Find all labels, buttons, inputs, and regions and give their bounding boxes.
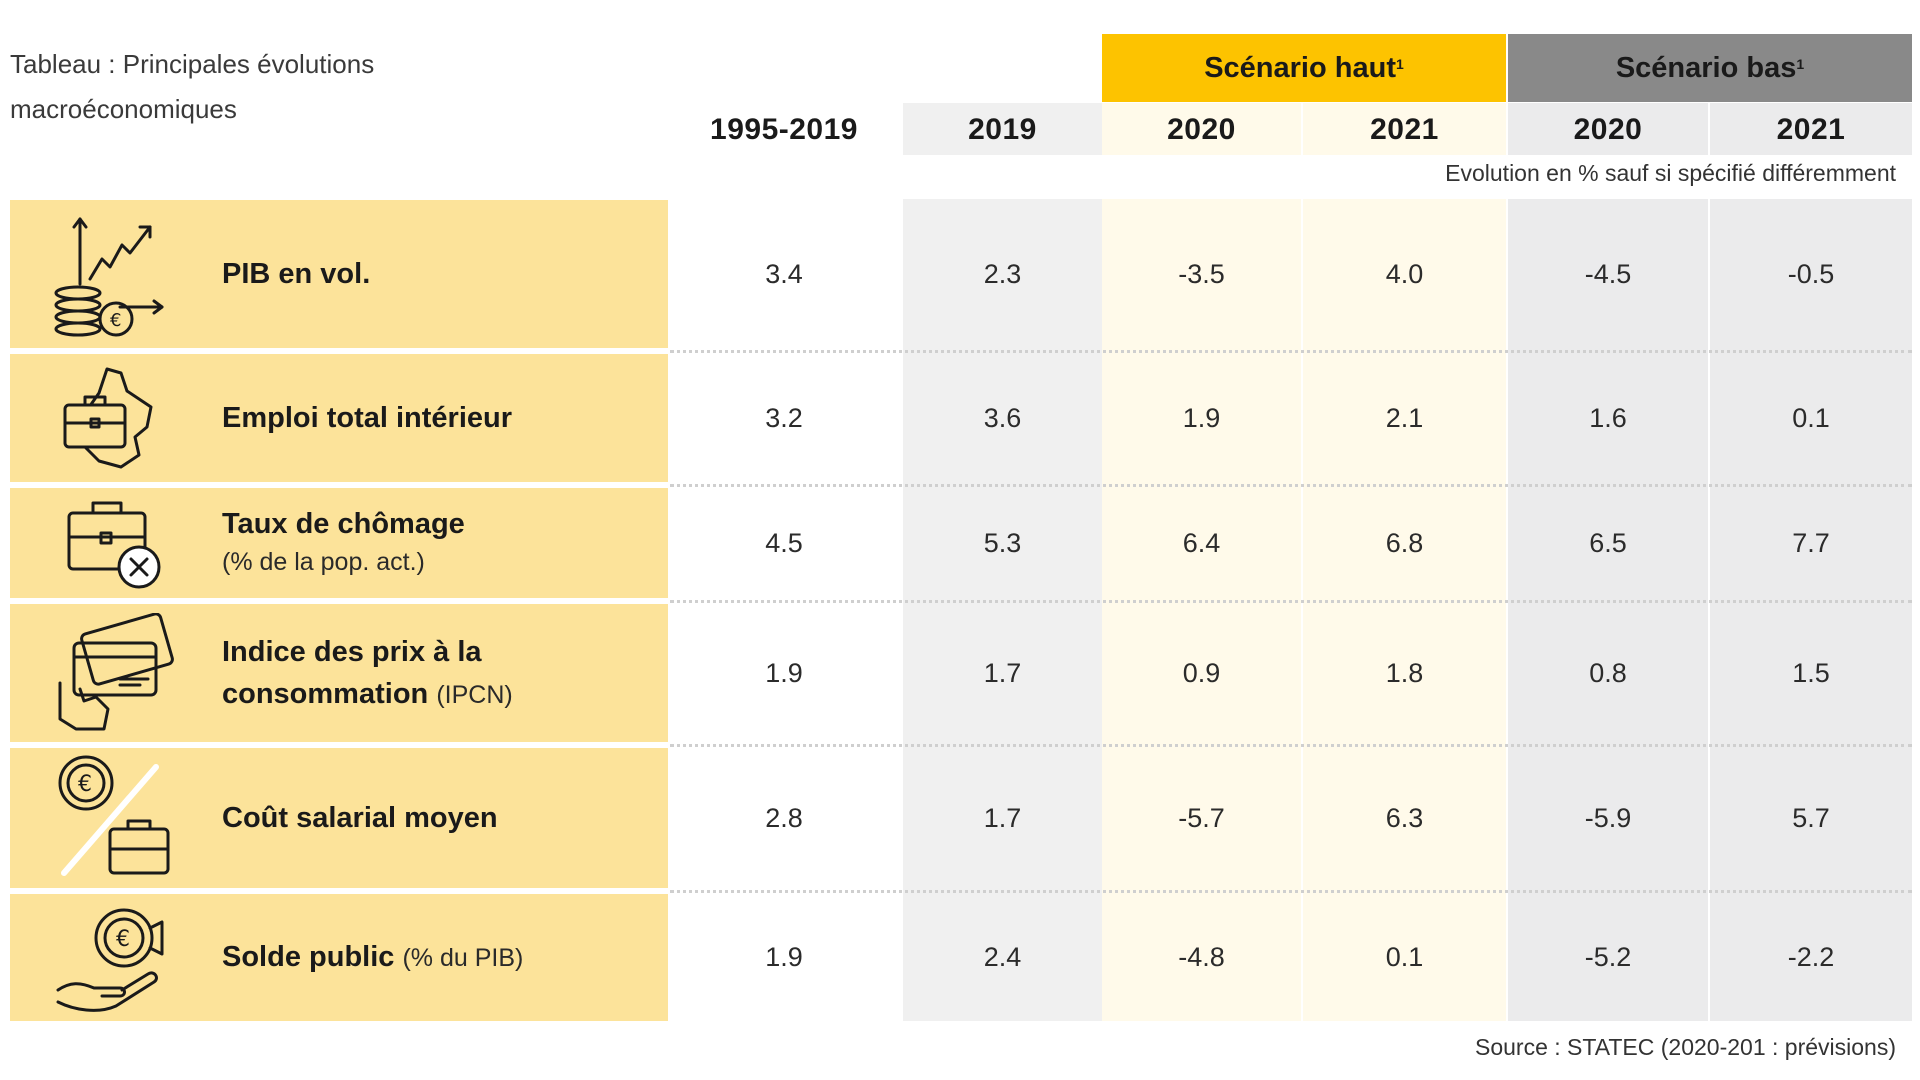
table-cell: 1.9 (765, 942, 803, 972)
euro-briefcase-icon: € (40, 748, 190, 888)
row-divider (10, 742, 668, 748)
table-cell: -5.2 (1584, 942, 1632, 972)
row-subtitle: (% de la pop. act.) (222, 548, 425, 576)
column-header-2019: 2019 (968, 113, 1037, 146)
row-divider (670, 484, 1912, 487)
table-row: € Solde public (% du PIB) (10, 894, 668, 1021)
table-row: € PIB en vol. (10, 200, 668, 348)
euro-hand-icon: € (40, 894, 190, 1021)
row-divider (10, 888, 668, 894)
scenario-low-header: Scénario bas 1 (1508, 34, 1912, 102)
table-cell: 6.3 (1385, 802, 1424, 833)
briefcase-cancel-icon (40, 488, 190, 598)
page-title: Tableau : Principales évolutions macroéc… (10, 49, 375, 124)
table-cell: -5.9 (1584, 802, 1632, 833)
credit-card-hand-icon (40, 604, 190, 742)
table-cell: 0.1 (1792, 402, 1830, 433)
table-cell: 6.8 (1385, 527, 1424, 558)
table-cell: 7.7 (1792, 527, 1830, 558)
column-header-1995-2019: 1995-2019 (710, 113, 858, 146)
table-row: Indice des prix à la consommation (IPCN) (10, 604, 668, 742)
row-divider (670, 350, 1912, 353)
table-row: Taux de chômage (% de la pop. act.) (10, 488, 668, 598)
column-bg-low-2021 (1710, 103, 1912, 1021)
row-label: Coût salarial moyen (222, 748, 662, 888)
column-header-low-2021: 2021 (1776, 113, 1846, 146)
table-cell: 2.3 (983, 258, 1022, 289)
row-title: Coût salarial moyen (222, 802, 498, 834)
table-cell: 1.6 (1589, 402, 1627, 433)
table-cell: 5.3 (983, 527, 1022, 558)
table-cell: -4.5 (1584, 258, 1632, 289)
svg-text:€: € (110, 310, 121, 331)
table-row: Emploi total intérieur (10, 354, 668, 482)
source-note: Source : STATEC (2020-201 : prévisions) (1475, 1034, 1896, 1060)
table-cell: 3.2 (765, 402, 803, 433)
scenario-high-footnote: 1 (1395, 56, 1404, 72)
row-divider (670, 890, 1912, 893)
row-label: Indice des prix à la consommation (IPCN) (222, 604, 662, 742)
scenario-low-footnote: 1 (1796, 56, 1805, 72)
table-cell: 2.4 (983, 942, 1022, 972)
column-bg-2019 (903, 103, 1102, 1021)
column-header-high-2020: 2020 (1167, 113, 1236, 146)
row-divider (10, 598, 668, 604)
table-cell: -2.2 (1787, 942, 1835, 972)
column-header-high-2021: 2021 (1370, 113, 1439, 146)
table-cell: 0.1 (1385, 942, 1424, 972)
briefcase-map-icon (40, 354, 190, 482)
row-title: Taux de chômage (222, 508, 465, 540)
row-subtitle: (% du PIB) (402, 944, 524, 972)
table-cell: 0.8 (1589, 657, 1627, 688)
table-cell: 1.8 (1385, 657, 1424, 688)
row-title: Indice des prix à la consommation (IPCN) (222, 635, 513, 710)
row-divider (670, 744, 1912, 747)
table-cell: 1.7 (983, 802, 1022, 833)
row-subtitle: (IPCN) (436, 680, 513, 709)
row-title: Emploi total intérieur (222, 402, 513, 434)
gdp-growth-coins-icon: € (40, 200, 190, 348)
column-header-low-2020: 2020 (1573, 113, 1643, 146)
table-cell: 6.5 (1589, 527, 1627, 558)
table-cell: 4.5 (765, 527, 803, 558)
row-title: Solde public (% du PIB) (222, 941, 524, 973)
row-divider (10, 348, 668, 354)
column-bg-low-2020 (1508, 103, 1708, 1021)
row-label: Taux de chômage (% de la pop. act.) (222, 488, 662, 598)
table-row: € Coût salarial moyen (10, 748, 668, 888)
table-cell: 5.7 (1792, 802, 1830, 833)
row-label: Emploi total intérieur (222, 354, 662, 482)
svg-text:€: € (116, 927, 130, 952)
column-bg-high-2020 (1102, 103, 1301, 1021)
row-divider (10, 482, 668, 488)
table-cell: 1.5 (1792, 657, 1830, 688)
table-cell: 3.6 (983, 402, 1022, 433)
row-label: Solde public (% du PIB) (222, 894, 662, 1021)
table-cell: 3.4 (765, 258, 803, 289)
column-bg-high-2021 (1303, 103, 1506, 1021)
scenario-high-label: Scénario haut (1204, 51, 1396, 84)
table-cell: 2.1 (1385, 402, 1424, 433)
scenario-high-header: Scénario haut 1 (1102, 34, 1506, 102)
header-gap (900, 155, 1915, 199)
row-title: PIB en vol. (222, 258, 371, 290)
table-cell: -3.5 (1178, 258, 1225, 289)
table-cell: 1.9 (765, 657, 803, 688)
row-label: PIB en vol. (222, 200, 662, 348)
scenario-low-label: Scénario bas (1615, 51, 1797, 84)
table-cell: -5.7 (1178, 802, 1225, 833)
svg-text:€: € (78, 772, 92, 797)
table-cell: -0.5 (1787, 258, 1835, 289)
table-cell: 0.9 (1182, 657, 1221, 688)
table-cell: 4.0 (1385, 258, 1424, 289)
table-cell: -4.8 (1178, 942, 1225, 972)
table-cell: 1.7 (983, 657, 1022, 688)
row-divider (670, 600, 1912, 603)
units-note: Evolution en % sauf si spécifié différem… (1445, 160, 1896, 186)
table-cell: 2.8 (765, 802, 803, 833)
table-cell: 1.9 (1182, 402, 1221, 433)
table-cell: 6.4 (1182, 527, 1221, 558)
